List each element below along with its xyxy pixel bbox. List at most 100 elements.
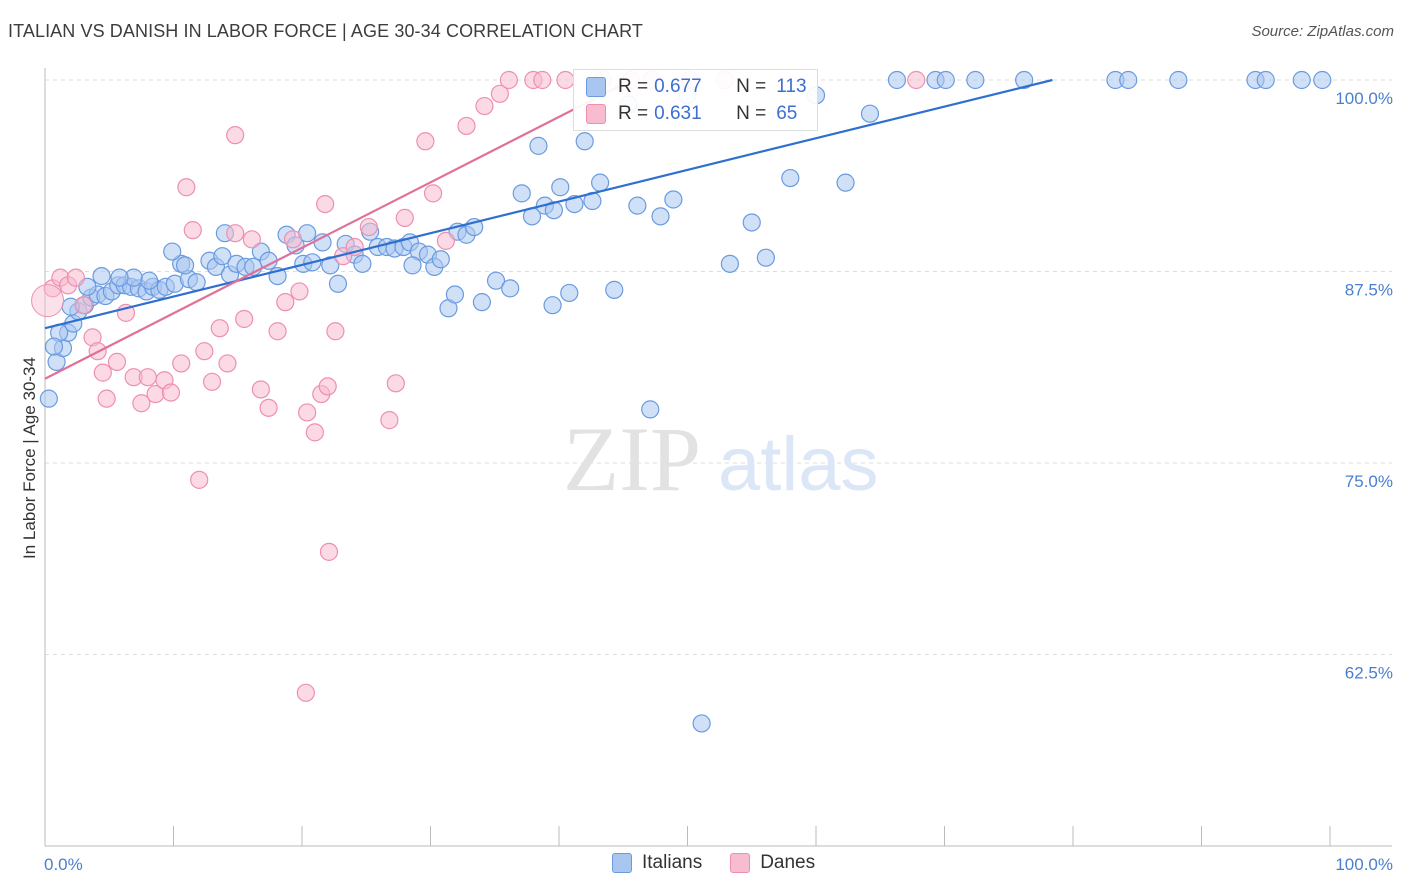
- r-value: 0.677: [654, 76, 702, 97]
- data-point: [529, 136, 548, 155]
- data-point: [296, 683, 315, 702]
- data-point: [210, 319, 229, 338]
- series-legend: Italians Danes: [612, 852, 843, 874]
- trend-lines: [44, 78, 1053, 380]
- data-point: [93, 363, 112, 382]
- data-point: [403, 256, 422, 275]
- n-label: N =: [736, 103, 767, 124]
- data-point: [490, 84, 509, 103]
- italians-swatch: [586, 77, 606, 97]
- data-point: [218, 354, 237, 373]
- data-point: [213, 247, 232, 266]
- data-point: [591, 173, 610, 192]
- data-point: [641, 400, 660, 419]
- data-point: [543, 296, 562, 315]
- watermark-atlas: atlas: [718, 422, 879, 507]
- data-point: [190, 470, 209, 489]
- data-point: [1015, 70, 1034, 90]
- stats-legend: R = 0.677 N = 113 R = 0.631 N = 65: [573, 69, 818, 131]
- source-label: Source: ZipAtlas.com: [1251, 23, 1394, 40]
- data-point: [326, 322, 345, 341]
- italians-trend-line: [44, 78, 1053, 330]
- data-point: [560, 283, 579, 303]
- data-point: [966, 70, 985, 90]
- data-point: [298, 403, 317, 422]
- data-point: [305, 423, 324, 442]
- y-tick-label: 100.0%: [1335, 89, 1393, 108]
- danes-swatch: [586, 104, 606, 124]
- italians-swatch: [612, 853, 632, 873]
- data-point: [353, 254, 372, 273]
- gridlines: [45, 79, 1392, 655]
- data-point: [386, 374, 405, 393]
- data-point: [1292, 70, 1311, 90]
- data-point: [107, 352, 127, 371]
- n-value: 65: [776, 103, 798, 124]
- legend-item-danes[interactable]: Danes: [730, 852, 815, 874]
- data-point: [328, 274, 348, 293]
- data-point: [283, 230, 303, 249]
- data-point: [359, 217, 378, 237]
- n-label: N =: [736, 76, 767, 97]
- data-point: [276, 293, 295, 312]
- data-point: [138, 368, 157, 387]
- data-point: [423, 184, 443, 203]
- data-point: [605, 280, 624, 299]
- data-point: [202, 372, 222, 391]
- data-point: [187, 273, 206, 292]
- watermark-zip: ZIP: [563, 408, 701, 510]
- data-point: [39, 389, 58, 408]
- legend-item-italians[interactable]: Italians: [612, 852, 702, 874]
- data-point: [651, 207, 670, 226]
- data-point: [556, 70, 575, 90]
- x-tick-label: 0.0%: [44, 855, 83, 874]
- data-point: [183, 221, 202, 240]
- x-tick-label: 100.0%: [1335, 855, 1393, 874]
- data-point: [92, 266, 111, 286]
- r-value: 0.631: [654, 103, 702, 124]
- data-point: [235, 309, 254, 329]
- data-point: [486, 271, 506, 290]
- data-point: [110, 268, 129, 287]
- data-point: [319, 542, 339, 561]
- data-point: [226, 126, 245, 145]
- data-point: [533, 70, 552, 90]
- data-point: [97, 389, 116, 408]
- axes: [44, 68, 1392, 847]
- data-point: [316, 194, 335, 214]
- data-point: [431, 250, 450, 269]
- r-label: R =: [618, 76, 649, 97]
- data-point: [457, 116, 476, 136]
- data-point: [907, 70, 926, 90]
- data-point: [1313, 70, 1332, 90]
- y-tick-label: 75.0%: [1345, 472, 1393, 491]
- data-point: [628, 196, 647, 215]
- data-point: [163, 242, 182, 261]
- data-point: [416, 132, 435, 151]
- danes-swatch: [730, 853, 751, 873]
- data-point: [836, 173, 855, 192]
- data-point: [742, 213, 761, 232]
- data-point: [1256, 70, 1275, 90]
- danes-points: [31, 70, 926, 702]
- data-point: [177, 178, 196, 197]
- data-point: [551, 178, 570, 197]
- data-point: [1119, 70, 1138, 90]
- data-point: [936, 70, 955, 90]
- data-point: [887, 70, 907, 90]
- data-point: [226, 224, 245, 243]
- x-tick-labels: 0.0% 100.0%: [44, 855, 1393, 874]
- data-point: [756, 248, 775, 267]
- data-point: [139, 271, 159, 290]
- danes-trend-line: [44, 85, 620, 380]
- data-point: [395, 208, 414, 227]
- data-point: [132, 394, 151, 413]
- legend-row-danes: R = 0.631 N = 65: [586, 101, 797, 127]
- data-point: [472, 293, 491, 312]
- data-point: [499, 70, 518, 90]
- r-label: R =: [618, 103, 649, 124]
- y-tick-label: 87.5%: [1345, 281, 1393, 300]
- chart-title: ITALIAN VS DANISH IN LABOR FORCE | AGE 3…: [8, 21, 644, 41]
- data-point: [512, 184, 531, 203]
